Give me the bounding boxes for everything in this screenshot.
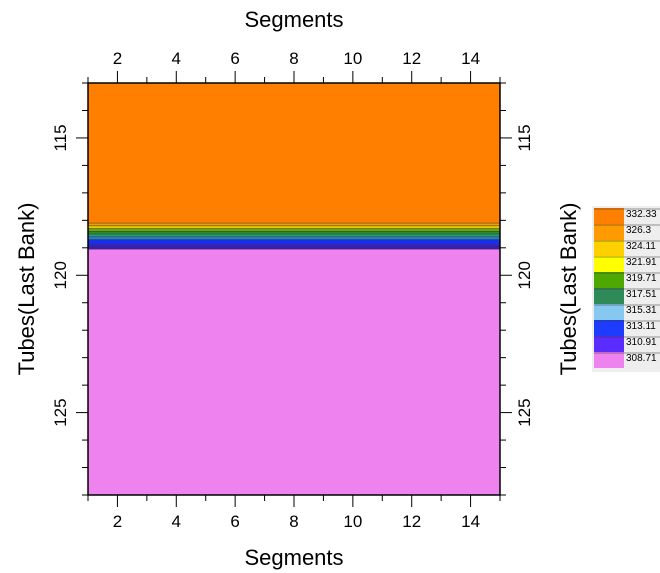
- y-axis-label-right: Tubes(Last Bank): [556, 203, 581, 376]
- axis-ticks: 2 2 4 4 6 6 8 8 10 10 12 12 14 14 115 115 120 120 125 125: [51, 49, 534, 531]
- x-tick-label-top: 6: [230, 49, 239, 68]
- heatmap-band-4: [88, 231, 500, 235]
- legend-label-1: 326.3: [626, 225, 651, 236]
- heatmap-band-5: [88, 234, 500, 237]
- heatmap-band-9: [88, 249, 500, 495]
- heatmap-band-2: [88, 225, 500, 229]
- x-axis-label-top: Segments: [244, 7, 343, 32]
- legend-swatch-0: [594, 208, 624, 224]
- x-tick-label-top: 14: [461, 49, 480, 68]
- legend-label-4: 319.71: [626, 273, 657, 284]
- heatmap-band-8: [88, 245, 500, 250]
- x-tick-label-bottom: 12: [402, 512, 421, 531]
- legend-swatch-7: [594, 320, 624, 336]
- color-legend: 332.33 326.3 324.11 321.91 319.71 317.51 315.3…: [592, 206, 660, 372]
- heatmap-band-1: [88, 223, 500, 226]
- y-tick-label-right: 115: [515, 124, 534, 151]
- x-tick-label-bottom: 10: [343, 512, 362, 531]
- legend-label-8: 310.91: [626, 337, 657, 348]
- x-tick-label-top: 12: [402, 49, 421, 68]
- y-tick-label-right: 120: [515, 261, 534, 289]
- legend-swatch-9: [594, 352, 624, 368]
- legend-swatch-5: [594, 288, 624, 304]
- x-tick-label-bottom: 8: [289, 512, 298, 531]
- y-tick-label-left: 125: [51, 398, 70, 426]
- y-tick-label-left: 115: [51, 124, 70, 151]
- x-tick-label-top: 8: [289, 49, 298, 68]
- heatmap-band-6: [88, 236, 500, 240]
- x-tick-label-top: 10: [343, 49, 362, 68]
- legend-swatch-6: [594, 304, 624, 320]
- x-tick-label-bottom: 2: [113, 512, 122, 531]
- legend-label-2: 324.11: [626, 241, 656, 252]
- x-tick-label-bottom: 14: [461, 512, 480, 531]
- heatmap-band-0: [88, 83, 500, 224]
- legend-swatch-2: [594, 240, 624, 256]
- y-tick-label-right: 125: [515, 398, 534, 426]
- legend-label-5: 317.51: [626, 289, 657, 300]
- y-axis-label-left: Tubes(Last Bank): [14, 203, 39, 376]
- heatmap-bands: [88, 83, 500, 495]
- legend-label-3: 321.91: [626, 257, 657, 268]
- legend-swatch-1: [594, 224, 624, 240]
- x-tick-label-bottom: 4: [172, 512, 181, 531]
- legend-swatch-4: [594, 272, 624, 288]
- heatmap-band-3: [88, 228, 500, 232]
- x-tick-label-bottom: 6: [230, 512, 239, 531]
- heatmap-band-7: [88, 239, 500, 246]
- legend-label-7: 313.11: [626, 321, 656, 332]
- legend-swatch-3: [594, 256, 624, 272]
- x-axis-label-bottom: Segments: [244, 545, 343, 570]
- x-tick-label-top: 4: [172, 49, 181, 68]
- x-tick-label-top: 2: [113, 49, 122, 68]
- legend-label-9: 308.71: [626, 353, 657, 364]
- legend-swatch-8: [594, 336, 624, 352]
- legend-label-0: 332.33: [626, 209, 657, 220]
- y-tick-label-left: 120: [51, 261, 70, 289]
- legend-label-6: 315.31: [626, 305, 657, 316]
